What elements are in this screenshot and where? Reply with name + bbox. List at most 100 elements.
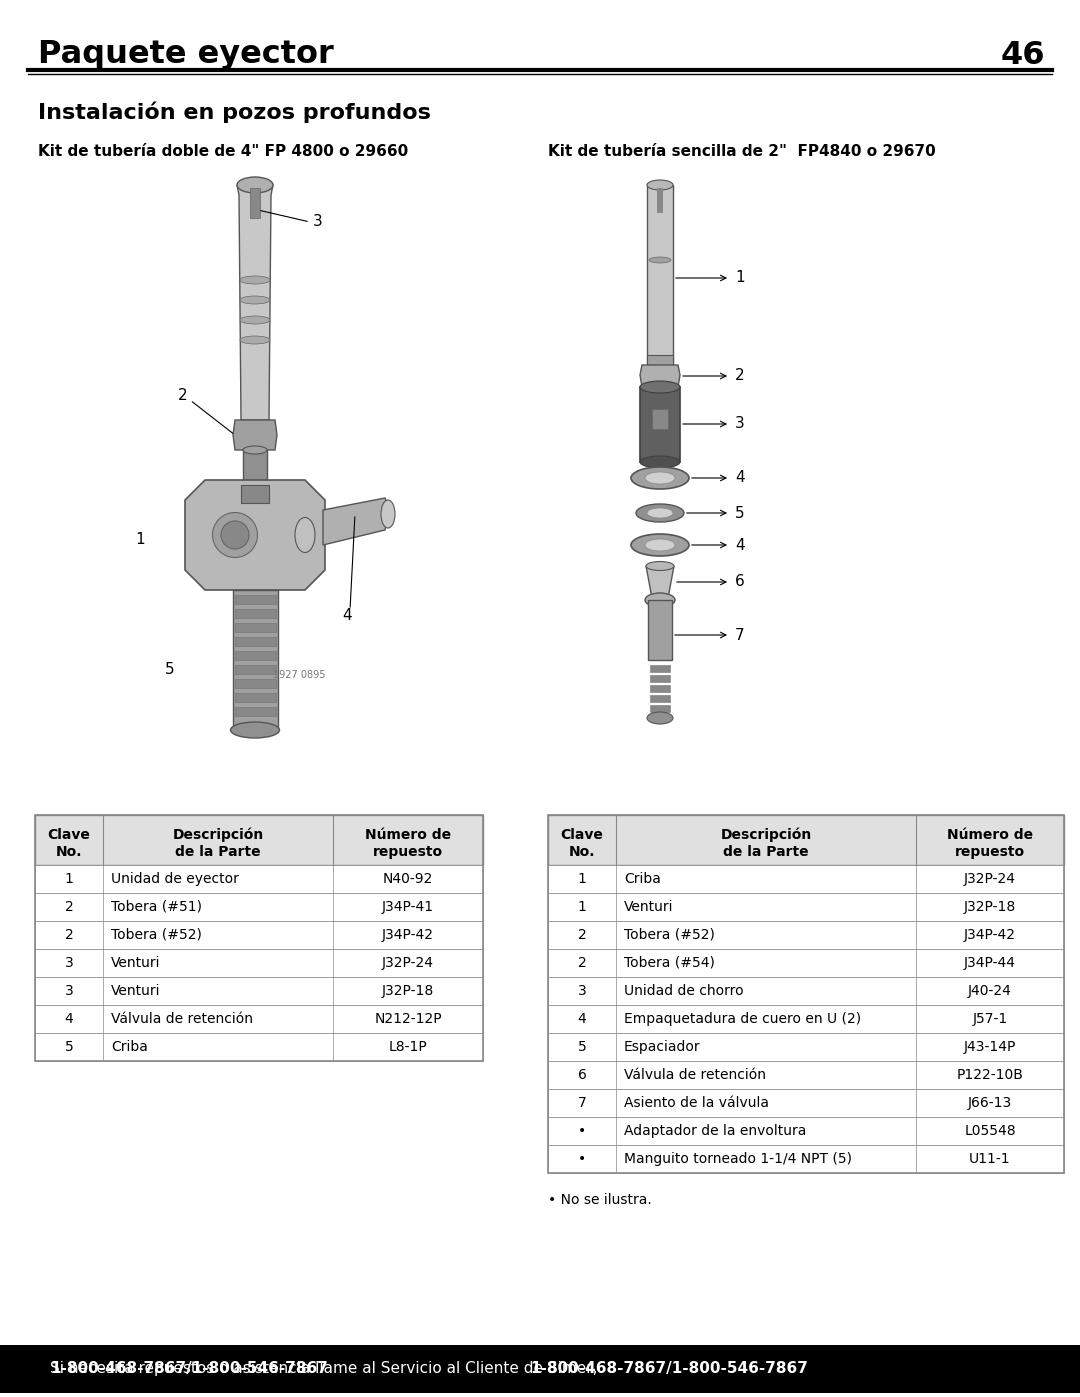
Text: •: •	[578, 1153, 586, 1166]
Text: Venturi: Venturi	[111, 983, 161, 997]
Ellipse shape	[381, 500, 395, 528]
Ellipse shape	[295, 517, 315, 552]
Text: 1: 1	[578, 900, 586, 914]
Bar	[650, 675, 670, 682]
Text: 5: 5	[165, 662, 175, 678]
Ellipse shape	[647, 509, 673, 518]
Ellipse shape	[649, 257, 671, 263]
Ellipse shape	[647, 180, 673, 190]
Text: repuesto: repuesto	[373, 845, 443, 859]
Text: L05548: L05548	[964, 1125, 1016, 1139]
Text: 2: 2	[735, 369, 744, 384]
Ellipse shape	[640, 381, 680, 393]
Bar	[0, 1345, 1080, 1393]
Text: 2: 2	[178, 388, 188, 404]
Bar	[243, 450, 267, 485]
Bar	[548, 1118, 1064, 1146]
Text: repuesto: repuesto	[955, 845, 1025, 859]
Bar	[35, 977, 483, 1004]
Text: 1-800-468-7867/1-800-546-7867: 1-800-468-7867/1-800-546-7867	[50, 1362, 328, 1376]
Text: Espaciador: Espaciador	[624, 1039, 701, 1053]
Bar	[235, 665, 276, 673]
Polygon shape	[640, 365, 680, 387]
Text: • No se ilustra.: • No se ilustra.	[548, 1193, 651, 1207]
Text: Criba: Criba	[111, 1039, 148, 1053]
Bar	[35, 865, 483, 893]
Bar	[235, 637, 276, 645]
Bar	[35, 949, 483, 977]
Text: Paquete eyector: Paquete eyector	[38, 39, 334, 70]
Text: 2: 2	[65, 928, 73, 942]
Text: Clave: Clave	[48, 828, 91, 842]
Text: Válvula de retención: Válvula de retención	[624, 1067, 766, 1083]
Bar	[548, 977, 1064, 1004]
Bar	[548, 1032, 1064, 1060]
Text: P122-10B: P122-10B	[957, 1067, 1024, 1083]
Bar	[640, 387, 680, 462]
Text: Tobera (#52): Tobera (#52)	[624, 928, 715, 942]
Text: 3: 3	[735, 416, 745, 432]
Polygon shape	[646, 566, 674, 598]
Text: Descripción: Descripción	[173, 828, 264, 842]
Text: 7: 7	[578, 1097, 586, 1111]
Text: Asiento de la válvula: Asiento de la válvula	[624, 1097, 769, 1111]
Bar	[548, 949, 1064, 977]
Text: J34P-42: J34P-42	[382, 928, 434, 942]
Ellipse shape	[631, 534, 689, 556]
Ellipse shape	[221, 521, 249, 549]
Bar	[235, 609, 276, 617]
Text: 3: 3	[65, 983, 73, 997]
Text: L8-1P: L8-1P	[389, 1039, 428, 1053]
Text: Tobera (#52): Tobera (#52)	[111, 928, 202, 942]
Text: 3: 3	[313, 215, 323, 229]
Text: Descripción: Descripción	[720, 828, 812, 842]
Text: Kit de tubería sencilla de 2"  FP4840 o 29670: Kit de tubería sencilla de 2" FP4840 o 2…	[548, 144, 935, 159]
Text: J32P-18: J32P-18	[963, 900, 1016, 914]
Text: 1: 1	[65, 872, 73, 886]
Polygon shape	[323, 497, 390, 545]
Text: Clave: Clave	[561, 828, 604, 842]
Bar	[548, 814, 1064, 1173]
Text: J40-24: J40-24	[968, 983, 1012, 997]
Ellipse shape	[636, 504, 684, 522]
Text: Unidad de eyector: Unidad de eyector	[111, 872, 239, 886]
Ellipse shape	[213, 513, 257, 557]
Text: J32P-24: J32P-24	[964, 872, 1016, 886]
Bar	[647, 355, 673, 365]
Bar	[657, 189, 663, 212]
Polygon shape	[185, 481, 325, 590]
Text: Manguito torneado 1-1/4 NPT (5): Manguito torneado 1-1/4 NPT (5)	[624, 1153, 852, 1166]
Text: 1-800-468-7867/1-800-546-7867: 1-800-468-7867/1-800-546-7867	[530, 1362, 808, 1376]
Bar	[548, 1004, 1064, 1032]
Text: Tobera (#54): Tobera (#54)	[624, 956, 715, 970]
Text: 5: 5	[578, 1039, 586, 1053]
Bar	[548, 1146, 1064, 1173]
Text: N40-92: N40-92	[382, 872, 433, 886]
Ellipse shape	[631, 467, 689, 489]
Text: 4: 4	[578, 1011, 586, 1025]
Text: 6: 6	[578, 1067, 586, 1083]
Bar	[249, 189, 260, 218]
Text: 46: 46	[1000, 39, 1045, 70]
Text: J43-14P: J43-14P	[963, 1039, 1016, 1053]
Bar	[235, 679, 276, 687]
Bar	[652, 409, 669, 429]
Text: 2: 2	[65, 900, 73, 914]
Text: N212-12P: N212-12P	[374, 1011, 442, 1025]
Text: Adaptador de la envoltura: Adaptador de la envoltura	[624, 1125, 807, 1139]
Bar	[647, 184, 673, 370]
Text: 1: 1	[135, 532, 145, 548]
Ellipse shape	[240, 277, 270, 284]
Text: No.: No.	[569, 845, 595, 859]
Bar	[235, 707, 276, 717]
Ellipse shape	[645, 472, 675, 483]
Ellipse shape	[645, 539, 675, 550]
Text: Instalación en pozos profundos: Instalación en pozos profundos	[38, 101, 431, 123]
Text: •: •	[578, 1125, 586, 1139]
Bar	[35, 921, 483, 949]
Ellipse shape	[640, 455, 680, 468]
Bar	[650, 665, 670, 672]
Text: 3: 3	[65, 956, 73, 970]
Text: J57-1: J57-1	[972, 1011, 1008, 1025]
Text: 2: 2	[578, 928, 586, 942]
